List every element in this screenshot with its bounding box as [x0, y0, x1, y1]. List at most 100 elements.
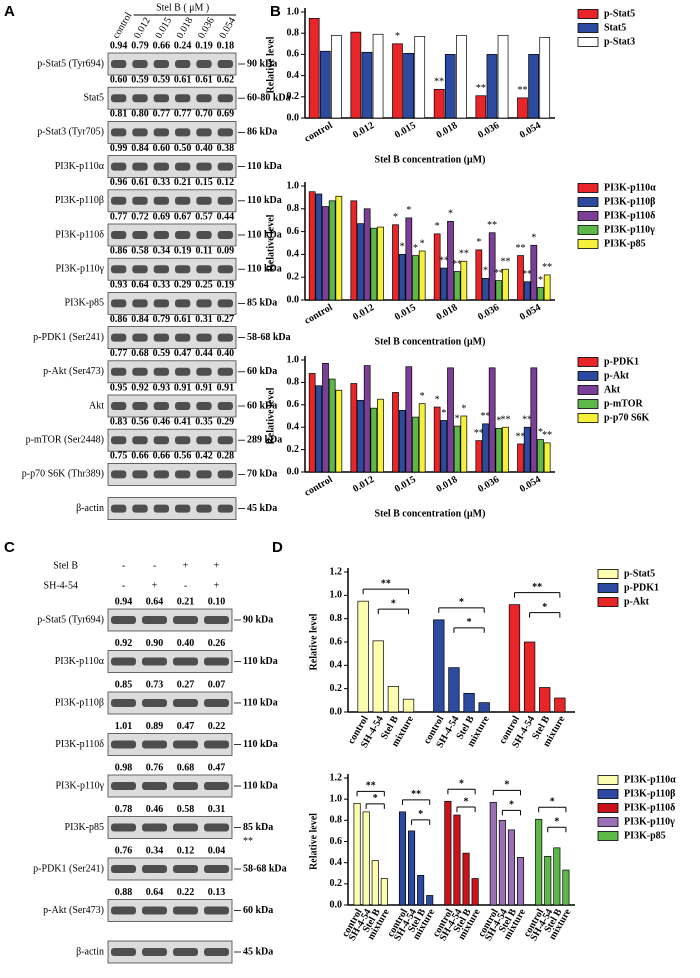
lane-label: 0.036: [196, 16, 217, 41]
significance: *: [554, 817, 559, 828]
legend-label: p-Akt: [624, 596, 650, 607]
y-tick-label: 0.6: [287, 399, 300, 410]
row-label: PI3K-p110δ: [55, 739, 104, 750]
size-label: 110 kDa: [247, 263, 282, 274]
size-label: 60-80 kDa: [247, 92, 291, 103]
legend-label: PI3K-p110δ: [604, 210, 655, 221]
band-value: 0.89: [146, 721, 164, 732]
y-tick-label: 0.4: [287, 249, 300, 260]
y-tick-label: 0.2: [330, 878, 343, 889]
lane-label: control: [111, 10, 135, 40]
significance: *: [406, 205, 411, 216]
legend-swatch: [577, 413, 599, 423]
band-value: 0.85: [115, 679, 133, 690]
blot-strip: [107, 816, 233, 839]
size-label: 110 kDa: [243, 656, 278, 667]
band-value: 0.10: [208, 596, 226, 607]
band: [217, 470, 233, 479]
band: [111, 162, 127, 171]
row-label: PI3K-p85: [65, 822, 104, 833]
significance: *: [461, 403, 466, 414]
y-tick-label: 0.8: [287, 377, 300, 388]
row-label: PI3K-p110γ: [56, 780, 105, 791]
bar: [403, 52, 414, 119]
bar: [414, 36, 426, 119]
band: [217, 504, 233, 513]
x-tick-label: 0.036: [476, 474, 501, 495]
band: [132, 128, 148, 137]
condition-label: SH-4-54: [44, 580, 78, 591]
bar: [377, 398, 384, 473]
lane-label: 0.054: [217, 16, 238, 41]
band-value: 0.64: [131, 280, 149, 291]
band: [111, 196, 127, 205]
legend-swatch: [577, 183, 599, 193]
band: [196, 299, 212, 308]
condition-sign: +: [214, 560, 220, 571]
y-tick-label: 0.4: [330, 857, 343, 868]
bar: [507, 829, 515, 906]
band-value: 0.29: [217, 416, 235, 427]
band: [142, 699, 167, 707]
blot-strip: [107, 733, 233, 756]
band: [111, 60, 127, 68]
bar: [402, 698, 415, 713]
significance: **: [501, 257, 511, 268]
band: [217, 299, 233, 308]
significance: *: [418, 809, 423, 820]
band: [196, 60, 212, 68]
significance: *: [542, 602, 547, 613]
blot-strip: [107, 497, 237, 521]
bar: [440, 420, 448, 473]
band: [142, 823, 167, 832]
band-value: 0.21: [177, 596, 195, 607]
band: [173, 740, 198, 749]
y-tick-label: 0.4: [287, 421, 300, 432]
y-tick-label: 0.4: [330, 660, 343, 671]
bar: [553, 847, 561, 906]
y-tick-label: 0.6: [287, 226, 300, 237]
x-tick-label: control: [303, 120, 335, 145]
significance: *: [509, 800, 514, 811]
legend-label: p-Stat5: [604, 8, 635, 19]
band: [132, 402, 148, 410]
bar: [447, 367, 454, 473]
band: [204, 906, 229, 915]
blot-strip: [107, 899, 233, 922]
y-axis-title: Relative level: [308, 813, 319, 870]
bar: [417, 875, 425, 906]
y-tick-label: 0.4: [287, 70, 300, 81]
bar: [453, 271, 461, 301]
band-value: 0.60: [153, 143, 171, 154]
x-axis-title: Stel B concentration (μM): [375, 336, 486, 347]
band: [111, 948, 136, 956]
band-value: 0.28: [217, 451, 235, 462]
bar: [530, 367, 538, 473]
band: [217, 333, 233, 342]
band: [196, 231, 212, 239]
band-value: 0.66: [153, 40, 171, 51]
legend-label: p-mTOR: [604, 398, 643, 409]
size-label: 110 kDa: [243, 780, 278, 791]
bar: [478, 702, 490, 713]
significance: *: [496, 416, 501, 427]
bar: [322, 363, 329, 473]
blot-strip: [107, 774, 233, 798]
band-value: 0.33: [153, 177, 171, 188]
size-label: 90 kDa: [247, 58, 277, 69]
band: [132, 94, 148, 103]
condition-sign: -: [122, 560, 125, 571]
band: [175, 504, 191, 513]
band: [196, 367, 212, 376]
size-label: 70 kDa: [247, 469, 277, 480]
legend-swatch: [597, 831, 619, 841]
band-value: 0.59: [153, 74, 171, 85]
legend-label: PI3K-p110δ: [624, 802, 675, 813]
legend-label: p-p70 S6K: [604, 412, 650, 423]
bar: [543, 274, 551, 301]
significance: *: [504, 780, 509, 791]
band-value: 0.33: [153, 280, 171, 291]
band: [132, 60, 148, 68]
